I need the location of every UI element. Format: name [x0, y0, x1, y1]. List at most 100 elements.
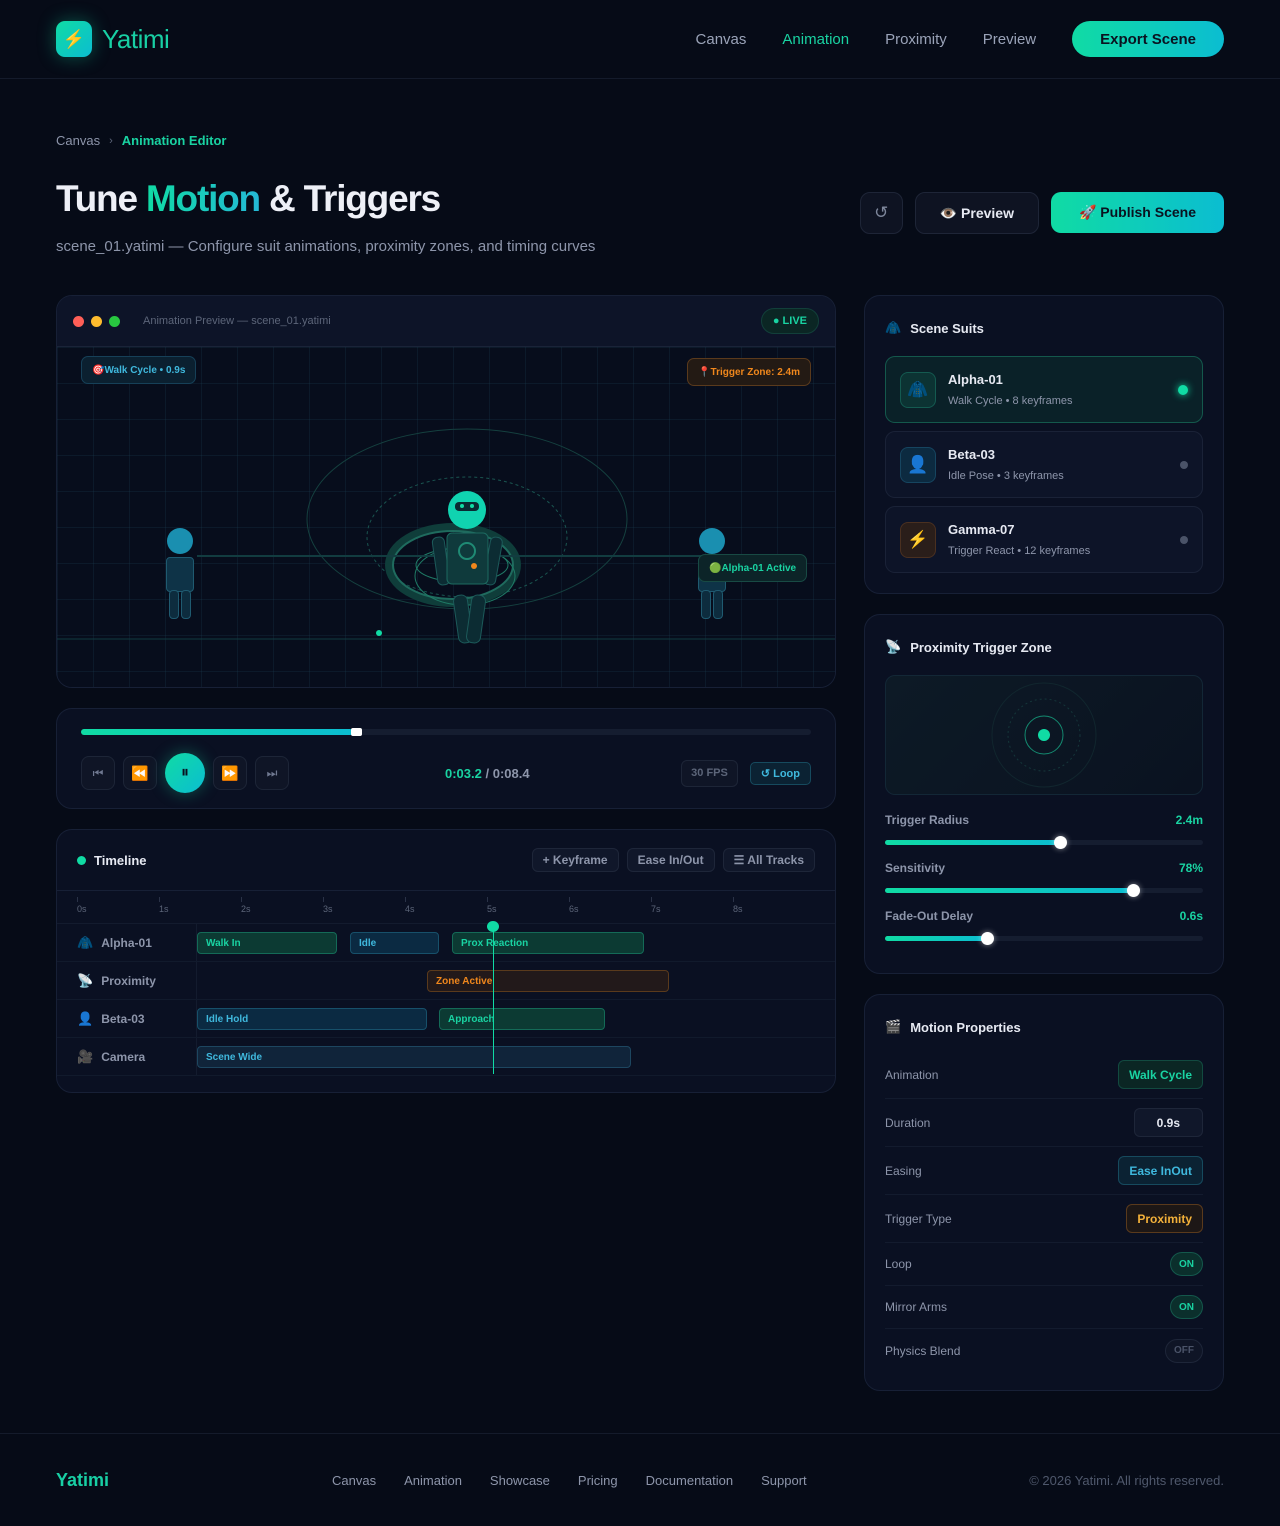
trigger-radius-slider[interactable]: Trigger Radius 2.4m	[885, 813, 1203, 849]
active-suit-tag: 🟢Alpha-01 Active	[698, 554, 808, 582]
nav-canvas[interactable]: Canvas	[695, 30, 747, 48]
clip-walk-in[interactable]: Walk In	[197, 932, 337, 954]
minimize-dot-icon[interactable]	[91, 315, 102, 327]
suit-gamma-07[interactable]: ⚡ Gamma-07 Trigger React • 12 keyframes	[885, 506, 1203, 573]
main-nav: Canvas Animation Proximity Preview Expor…	[696, 21, 1224, 57]
prop-animation: Animation Walk Cycle	[885, 1051, 1203, 1099]
suit-meta: Idle Pose • 3 keyframes	[948, 470, 1064, 482]
pause-button[interactable]: ⏸	[165, 753, 205, 793]
nav-proximity[interactable]: Proximity	[885, 30, 947, 48]
slider-handle[interactable]	[1053, 836, 1067, 849]
proximity-zone-visual	[885, 675, 1203, 795]
duration-input[interactable]: 0.9s	[1133, 1108, 1203, 1137]
breadcrumb-canvas[interactable]: Canvas	[56, 133, 101, 148]
loop-toggle[interactable]: ↺ Loop	[749, 761, 811, 785]
track-label: Beta-03	[101, 1011, 145, 1026]
scrubber-handle[interactable]	[351, 728, 362, 736]
footer-link-support[interactable]: Support	[761, 1472, 807, 1488]
slider-label: Fade-Out Delay	[885, 909, 974, 923]
loop-toggle[interactable]: ON	[1170, 1252, 1203, 1276]
footer-link-pricing[interactable]: Pricing	[577, 1472, 618, 1488]
tick: 8s	[733, 897, 743, 914]
clip-approach[interactable]: Approach	[439, 1008, 605, 1030]
sensitivity-slider[interactable]: Sensitivity 78%	[885, 861, 1203, 897]
trigger-type-select[interactable]: Proximity	[1126, 1204, 1203, 1233]
easing-select[interactable]: Ease InOut	[1118, 1156, 1203, 1185]
radar-icon	[991, 682, 1097, 788]
clip-idle-hold[interactable]: Idle Hold	[197, 1008, 427, 1030]
publish-scene-button[interactable]: 🚀 Publish Scene	[1050, 192, 1224, 233]
footer-brand[interactable]: Yatimi	[56, 1469, 110, 1490]
suit-name: Gamma-07	[948, 522, 1015, 537]
brand-logo[interactable]: ⚡ Yatimi	[56, 21, 170, 57]
suit-alpha-01[interactable]: 🧥 Alpha-01 Walk Cycle • 8 keyframes	[885, 356, 1203, 423]
timeline-tracks: 🧥 Alpha-01 Walk In Idle Prox Reaction 📡 Pr…	[57, 921, 835, 1076]
walk-cycle-tag: 🎯Walk Cycle • 0.9s	[81, 356, 197, 384]
footer-link-documentation[interactable]: Documentation	[645, 1472, 734, 1488]
live-badge: ● LIVE	[760, 308, 819, 334]
suit-name: Alpha-01	[948, 372, 1003, 387]
slider-label: Trigger Radius	[885, 813, 970, 827]
time-display: 0:03.2 / 0:08.4	[445, 766, 530, 781]
fast-forward-button[interactable]: ⏩	[213, 756, 247, 790]
slider-value: 2.4m	[1175, 813, 1203, 827]
prop-label: Easing	[885, 1163, 922, 1178]
reset-button[interactable]: ↺	[859, 192, 903, 234]
clip-idle[interactable]: Idle	[350, 932, 439, 954]
export-scene-button[interactable]: Export Scene	[1072, 21, 1224, 57]
slider-handle[interactable]	[980, 932, 994, 945]
skip-back-button[interactable]: ⏮	[81, 756, 115, 790]
footer-link-canvas[interactable]: Canvas	[332, 1472, 377, 1488]
prop-label: Physics Blend	[885, 1343, 961, 1358]
close-dot-icon[interactable]	[73, 315, 84, 327]
skip-forward-button[interactable]: ⏭	[255, 756, 289, 790]
nav-animation[interactable]: Animation	[782, 30, 850, 48]
fade-out-delay-slider[interactable]: Fade-Out Delay 0.6s	[885, 909, 1203, 945]
clip-prox-reaction[interactable]: Prox Reaction	[452, 932, 644, 954]
footer-link-animation[interactable]: Animation	[404, 1472, 462, 1488]
prop-loop: Loop ON	[885, 1243, 1203, 1286]
track-proximity: 📡 Proximity Zone Active	[57, 962, 835, 1000]
total-time: / 0:08.4	[481, 765, 530, 781]
slider-handle[interactable]	[1127, 884, 1141, 897]
page-subtitle: scene_01.yatimi — Configure suit animati…	[56, 238, 596, 255]
mirror-arms-toggle[interactable]: ON	[1170, 1295, 1203, 1319]
animation-select[interactable]: Walk Cycle	[1118, 1060, 1203, 1089]
all-tracks-button[interactable]: ☰ All Tracks	[722, 848, 815, 872]
rewind-button[interactable]: ⏪	[123, 756, 157, 790]
scrubber-fill	[81, 729, 353, 735]
footer-link-showcase[interactable]: Showcase	[489, 1472, 550, 1488]
coat-icon: 🧥	[77, 934, 94, 950]
tick: 0s	[77, 897, 87, 914]
title-part: & Triggers	[259, 178, 441, 219]
clip-zone-active[interactable]: Zone Active	[427, 970, 669, 992]
playback-scrubber[interactable]	[81, 728, 811, 736]
clip-scene-wide[interactable]: Scene Wide	[197, 1046, 631, 1068]
lightning-icon: ⚡	[56, 21, 92, 57]
suit-beta-03[interactable]: 👤 Beta-03 Idle Pose • 3 keyframes	[885, 431, 1203, 498]
copyright: © 2026 Yatimi. All rights reserved.	[1029, 1472, 1224, 1488]
preview-stage[interactable]: 🎯Walk Cycle • 0.9s 📍Trigger Zone: 2.4m 🟢…	[57, 347, 835, 687]
hero: Tune Motion & Triggers scene_01.yatimi —…	[56, 178, 1224, 255]
time-ruler[interactable]: 0s 1s 2s 3s 4s 5s 6s 7s 8s	[57, 891, 835, 924]
suit-name: Beta-03	[948, 447, 995, 462]
timeline-playhead[interactable]	[487, 921, 499, 1074]
fps-badge[interactable]: 30 FPS	[681, 759, 738, 787]
timeline-status-dot	[77, 855, 86, 865]
prop-label: Loop	[885, 1257, 912, 1271]
track-label: Camera	[101, 1049, 146, 1064]
user-icon: 👤	[900, 446, 936, 483]
nav-preview[interactable]: Preview	[982, 30, 1037, 48]
physics-blend-toggle[interactable]: OFF	[1165, 1338, 1203, 1363]
track-label: Alpha-01	[101, 935, 152, 950]
maximize-dot-icon[interactable]	[109, 315, 120, 327]
preview-button[interactable]: 👁️ Preview	[914, 192, 1039, 234]
slider-label: Sensitivity	[885, 861, 946, 875]
add-keyframe-button[interactable]: + Keyframe	[531, 848, 619, 872]
preview-titlebar: Animation Preview — scene_01.yatimi ● LI…	[57, 296, 835, 347]
animation-preview: Animation Preview — scene_01.yatimi ● LI…	[56, 295, 836, 688]
panel-title: Scene Suits	[910, 320, 984, 336]
ease-in-out-button[interactable]: Ease In/Out	[626, 848, 715, 872]
panel-title: Proximity Trigger Zone	[910, 639, 1052, 655]
user-icon: 👤	[77, 1010, 94, 1026]
